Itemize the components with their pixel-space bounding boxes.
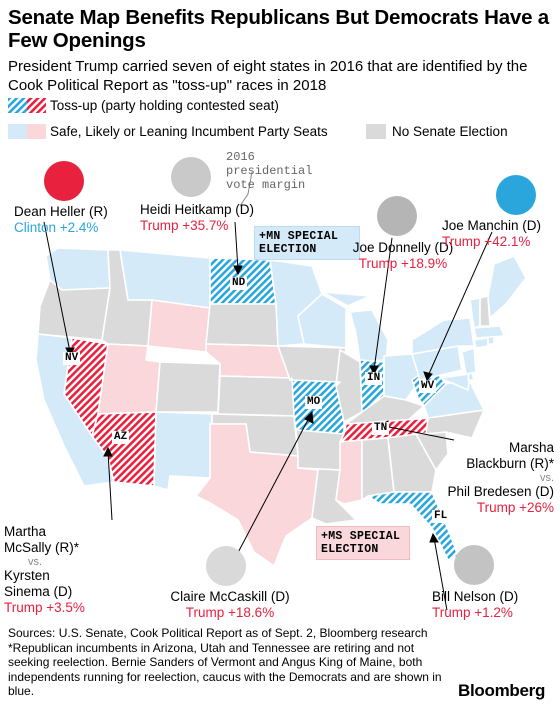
mcsally-name-2: McSally (R)* [4, 540, 80, 555]
state-or [37, 279, 111, 341]
blackburn-vs: vs. [539, 472, 554, 484]
sinema-name-1: Kyrsten [4, 568, 50, 583]
state-ut [97, 343, 161, 415]
heller-name: Dean Heller (R) [14, 204, 108, 219]
state-sd [205, 303, 279, 347]
candidate-mcsally-sinema: Martha McSally (R)* vs. Kyrsten Sinema (… [4, 524, 96, 616]
state-md [439, 373, 471, 391]
az-margin: Trump +3.5% [4, 600, 85, 615]
manchin-name: Joe Manchin (D) [442, 218, 542, 233]
state-mt [119, 249, 211, 309]
state-co [155, 361, 221, 413]
state-label-tn: TN [372, 422, 390, 435]
candidate-nelson: Bill Nelson (D) Trump +1.2% [432, 589, 542, 621]
heller-margin: Clinton +2.4% [14, 220, 99, 235]
state-label-wv: WV [419, 380, 437, 393]
bloomberg-logo: Bloomberg [458, 681, 546, 700]
sources-note: Sources: U.S. Senate, Cook Political Rep… [8, 626, 442, 698]
legend-tossup-swatch [8, 98, 46, 113]
state-label-in: IN [365, 372, 383, 385]
chart-subtitle: President Trump carried seven of eight s… [8, 58, 528, 94]
mccaskill-portrait [206, 546, 246, 586]
manchin-portrait [496, 175, 536, 215]
mcsally-vs: vs. [28, 556, 43, 568]
state-label-mo: MO [305, 396, 323, 409]
donnelly-margin: Trump +18.9% [358, 256, 448, 271]
nelson-name: Bill Nelson (D) [432, 589, 519, 604]
legend-none-label: No Senate Election [392, 124, 508, 139]
heitkamp-portrait [171, 157, 211, 197]
state-ks [217, 375, 295, 417]
state-ct [473, 337, 489, 349]
state-me [487, 255, 527, 319]
legend-tossup-label: Toss-up (party holding contested seat) [50, 98, 279, 113]
blackburn-name-2: Blackburn (R)* [466, 456, 554, 471]
candidate-blackburn-bredesen: Marsha Blackburn (R)* vs. Phil Bredesen … [442, 440, 554, 516]
blackburn-name-1: Marsha [508, 440, 554, 455]
state-ma [473, 325, 505, 339]
mccaskill-name: Claire McCaskill (D) [170, 589, 290, 604]
heller-portrait [44, 161, 84, 201]
state-mi [349, 309, 389, 363]
state-ny [411, 317, 475, 355]
bredesen-name: Phil Bredesen (D) [447, 484, 554, 499]
candidate-donnelly: Joe Donnelly (D) Trump +18.9% [340, 240, 466, 272]
state-wy [147, 299, 211, 353]
chart-title: Senate Map Benefits Republicans But Demo… [8, 6, 549, 52]
candidate-manchin: Joe Manchin (D) Trump +42.1% [442, 218, 554, 250]
mn-special-election-box: +MN SPECIAL ELECTION [254, 226, 360, 260]
state-label-az: AZ [112, 431, 130, 444]
state-fl [367, 491, 459, 561]
candidate-heitkamp: Heidi Heitkamp (D) Trump +35.7% [140, 202, 270, 234]
state-ar [295, 429, 345, 471]
state-nh [479, 295, 491, 327]
candidate-mccaskill: Claire McCaskill (D) Trump +18.6% [160, 589, 300, 621]
state-nj [461, 347, 477, 375]
mccaskill-margin: Trump +18.6% [185, 605, 275, 620]
nelson-portrait [454, 545, 494, 585]
us-senate-map [35, 171, 527, 610]
state-nm [153, 411, 213, 491]
manchin-margin: Trump +42.1% [442, 234, 531, 249]
candidate-heller: Dean Heller (R) Clinton +2.4% [14, 204, 134, 236]
legend-none-swatch [366, 124, 386, 139]
heitkamp-margin: Trump +35.7% [140, 218, 229, 233]
state-oh [383, 353, 421, 401]
sinema-name-2: Sinema (D) [4, 584, 73, 599]
state-ms [335, 439, 363, 505]
mcsally-name-1: Martha [4, 524, 47, 539]
donnelly-name: Joe Donnelly (D) [352, 240, 454, 255]
state-wi [297, 293, 347, 349]
state-ia [277, 345, 347, 383]
state-label-nd: ND [230, 277, 248, 290]
nelson-margin: Trump +1.2% [432, 605, 513, 620]
ms-special-election-box: +MS SPECIAL ELECTION [316, 526, 410, 560]
tn-margin: Trump +26% [476, 500, 554, 515]
state-label-fl: FL [432, 510, 450, 523]
state-mi-up [321, 291, 371, 307]
vote-margin-note: 2016 presidential vote margin [226, 150, 313, 192]
donnelly-portrait [377, 196, 417, 236]
heitkamp-name: Heidi Heitkamp (D) [140, 202, 255, 217]
state-label-nv: NV [63, 352, 81, 365]
legend-safe-swatch [8, 124, 46, 139]
state-il [335, 349, 363, 423]
legend-safe-label: Safe, Likely or Leaning Incumbent Party … [50, 124, 328, 139]
